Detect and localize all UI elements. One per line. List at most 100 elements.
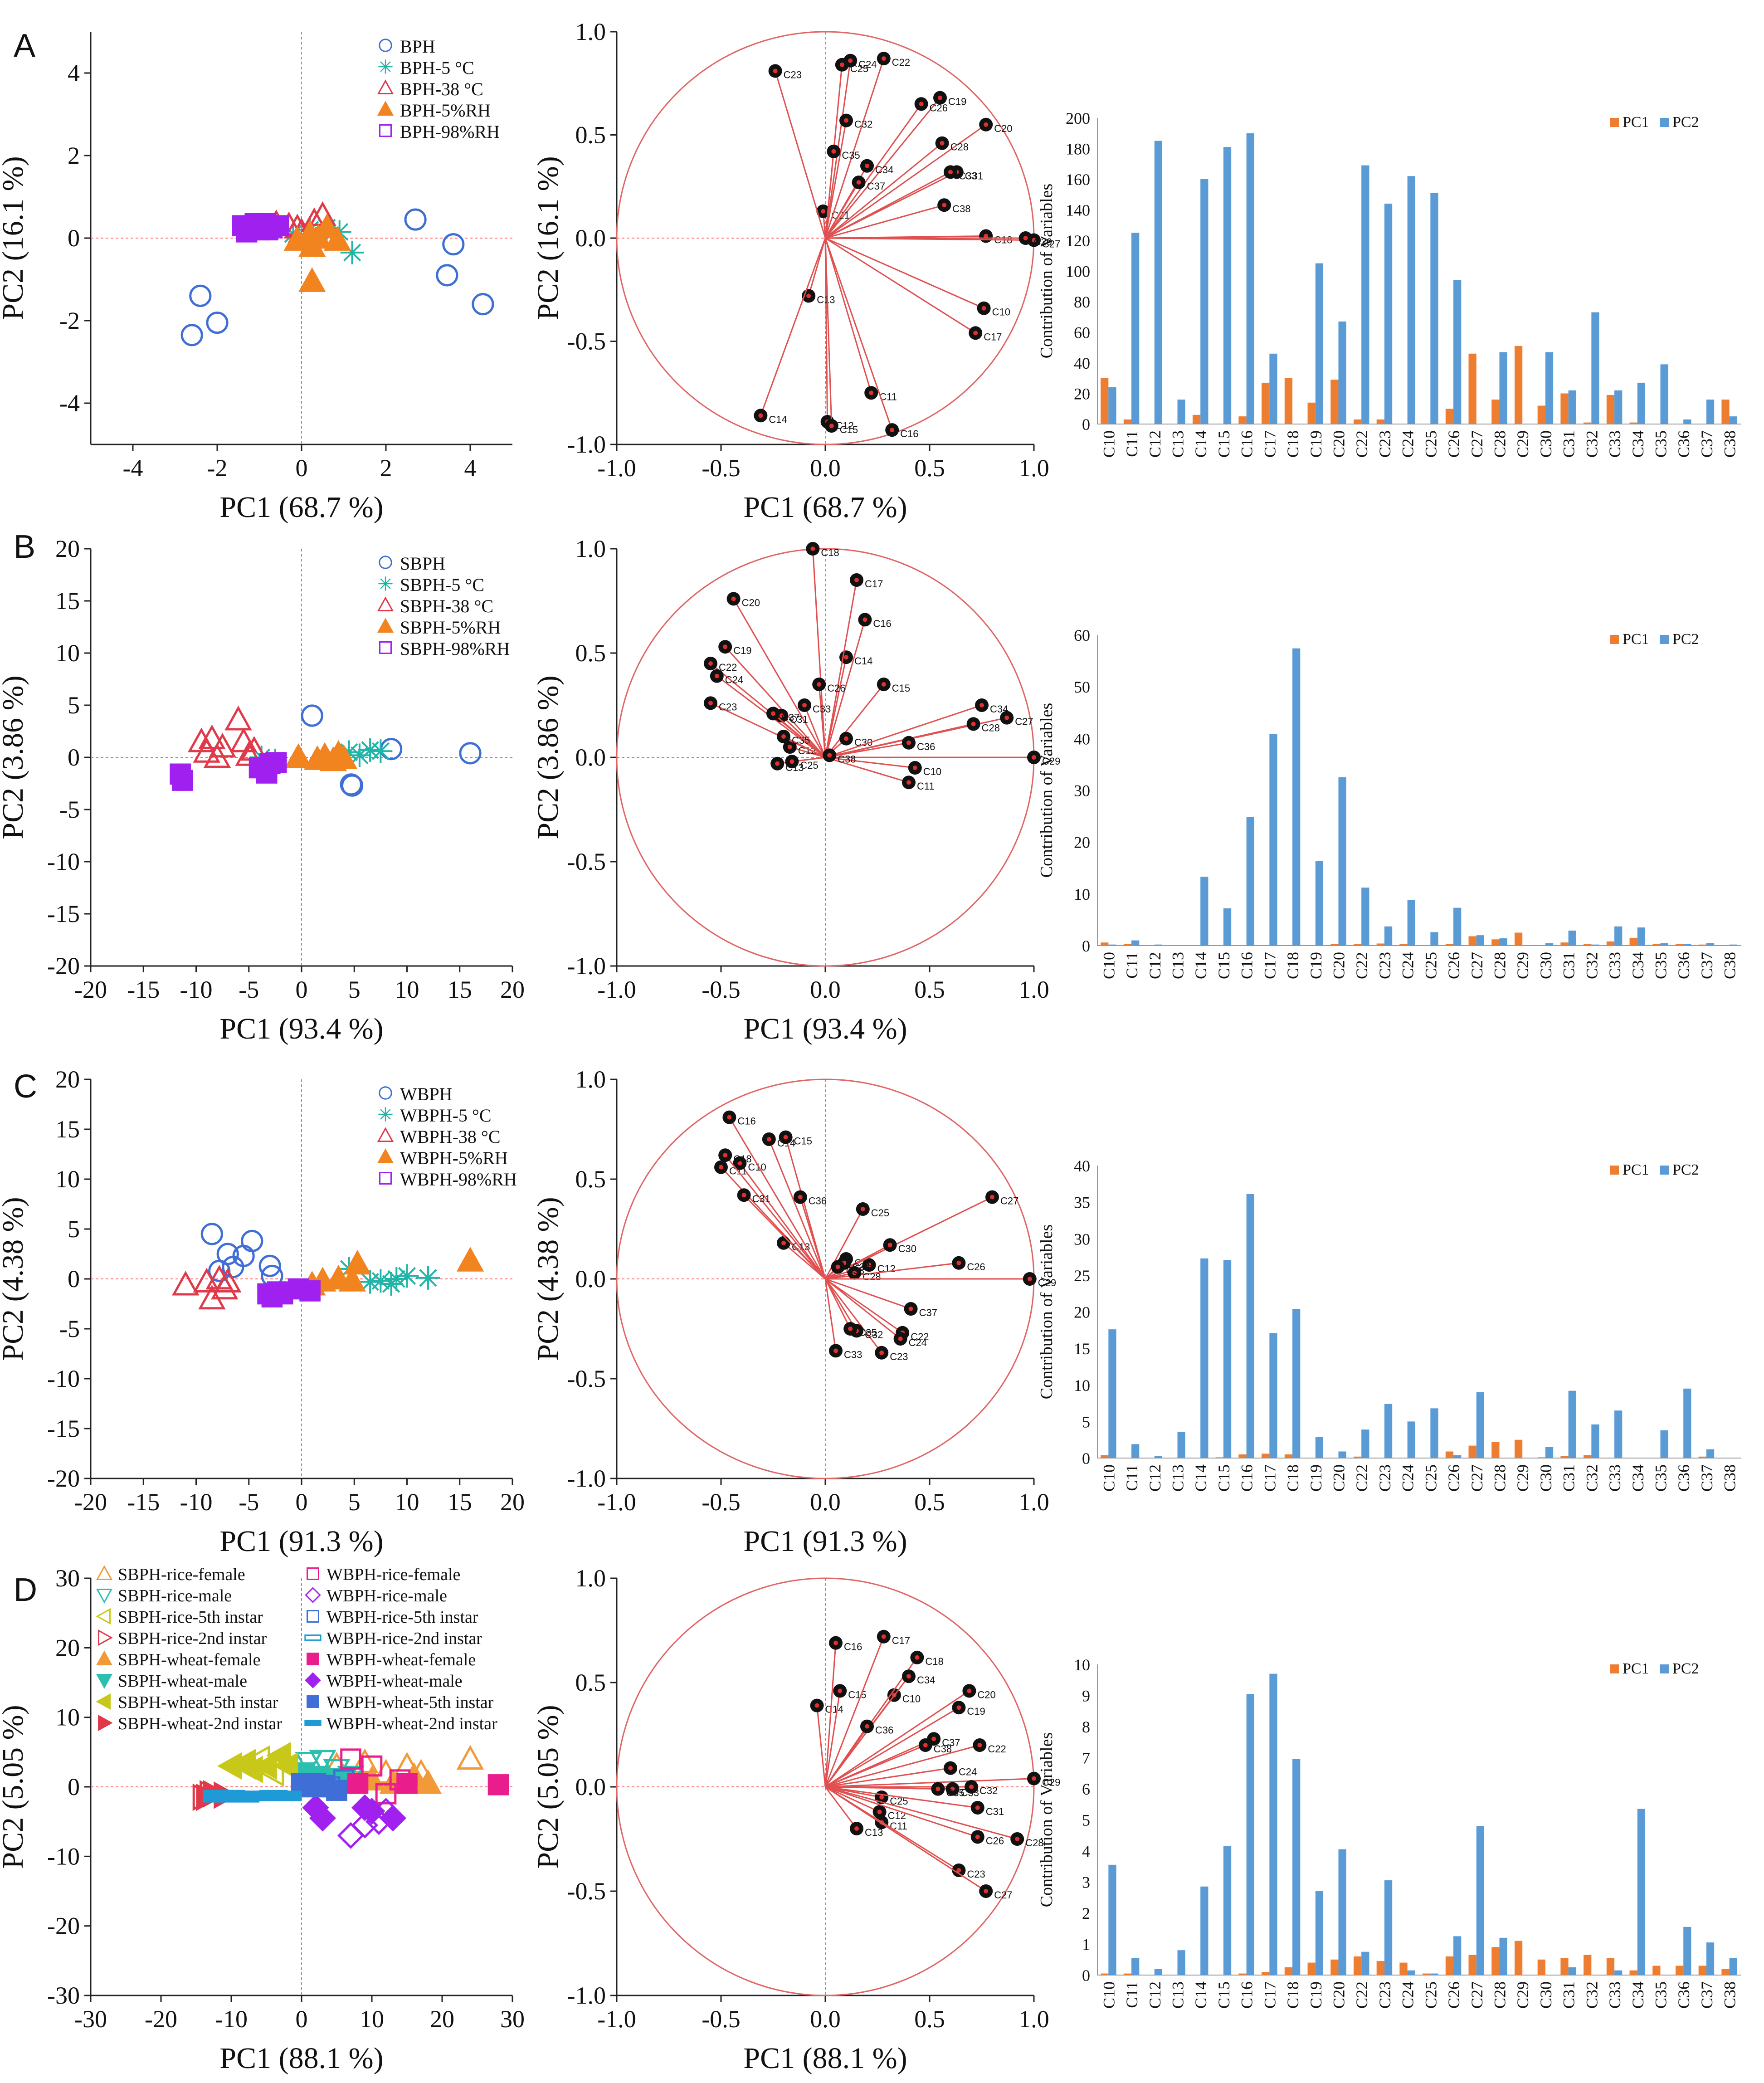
data-point <box>273 1790 302 1801</box>
bar-pc2 <box>1683 944 1691 946</box>
loading-point-center <box>802 703 807 707</box>
category-label: C33 <box>1606 1464 1624 1492</box>
category-label: C24 <box>1399 430 1417 458</box>
category-label: C19 <box>1307 952 1325 979</box>
bar-pc1 <box>1445 944 1454 946</box>
category-label: C37 <box>1698 430 1716 458</box>
category-label: C38 <box>1721 1981 1739 2009</box>
data-point <box>209 732 236 758</box>
y-tick-label: 0 <box>68 224 80 252</box>
loadings-chart-d-loadings: -1.0 -0.5 0.0 0.5 1.0 -1.0 -0.5 0.0 0.5 1.0 PC1 (8… <box>531 1565 1060 2075</box>
loading-point-center <box>977 1743 982 1747</box>
bar-pc1 <box>1468 1445 1476 1458</box>
bar-pc2 <box>1154 1969 1163 1975</box>
loading-label: C18 <box>821 547 839 558</box>
loading-point-center <box>984 1889 989 1893</box>
loading-point-center <box>971 722 976 727</box>
y-tick-label: -1.0 <box>567 1465 606 1492</box>
y-axis-title: PC2 (5.05 %) <box>531 1705 565 1868</box>
loading-point-center <box>906 780 911 785</box>
category-label: C27 <box>1468 1464 1486 1492</box>
bar-pc2 <box>1154 141 1163 424</box>
bar-pc2 <box>1706 1942 1715 1975</box>
bar-pc2 <box>1361 888 1369 946</box>
bar-pc1 <box>1445 409 1454 424</box>
data-point <box>309 1750 336 1775</box>
loading-label: C34 <box>990 703 1008 715</box>
legend-label: WBPH <box>400 1084 453 1104</box>
x-axis-title: PC1 (88.1 %) <box>743 2042 907 2075</box>
bar-pc1 <box>1330 944 1339 946</box>
bar-pc2 <box>1545 352 1554 424</box>
bar-pc1 <box>1560 393 1569 424</box>
loading-label: C27 <box>1015 716 1033 727</box>
loading-label: C15 <box>840 424 858 435</box>
loading-vector <box>812 548 826 758</box>
loading-point-center <box>719 1165 723 1170</box>
loading-vector <box>783 1242 826 1280</box>
loading-label: C20 <box>977 1689 995 1700</box>
legend-label: BPH-5%RH <box>400 100 491 121</box>
loading-point-center <box>787 745 792 749</box>
data-point <box>347 1773 369 1794</box>
category-label: C20 <box>1330 1981 1348 2009</box>
loading-label: C35 <box>842 150 860 161</box>
category-label: C22 <box>1353 1981 1371 2009</box>
y-tick-label: 7 <box>1082 1749 1090 1767</box>
y-tick-label: 1 <box>1082 1936 1090 1954</box>
x-tick-label: 0.0 <box>810 454 841 482</box>
bar-pc1 <box>1537 1457 1545 1458</box>
loading-vector <box>825 1278 911 1310</box>
x-tick-label: -0.5 <box>702 2005 740 2033</box>
loading-label: C27 <box>994 1889 1012 1901</box>
category-label: C25 <box>1422 1464 1440 1492</box>
loading-point-center <box>1032 1776 1036 1781</box>
bar-pc1 <box>1652 944 1661 946</box>
x-tick-label: -30 <box>74 2005 107 2033</box>
y-tick-label: 5 <box>1082 1811 1090 1829</box>
loading-vector <box>729 1117 826 1279</box>
loading-point-center <box>1032 238 1036 243</box>
y-tick-label: 120 <box>1066 232 1090 250</box>
loading-label: C16 <box>737 1116 755 1127</box>
loading-vector <box>824 1726 868 1787</box>
data-point <box>414 1769 442 1794</box>
bar-pc2 <box>1430 932 1438 946</box>
category-label: C31 <box>1560 952 1578 979</box>
loading-label: C33 <box>961 1787 979 1799</box>
loading-point-center <box>956 1260 961 1265</box>
x-tick-label: -1.0 <box>597 1488 636 1516</box>
loading-label: C18 <box>733 1153 751 1165</box>
category-label: C26 <box>1445 1464 1463 1492</box>
bar-pc2 <box>1476 1392 1485 1458</box>
bar-pc1 <box>1629 422 1637 424</box>
loading-label: C28 <box>1025 1837 1043 1849</box>
bar-pc1 <box>1238 416 1247 424</box>
loading-vector <box>824 238 833 426</box>
loading-point-center <box>783 1135 788 1140</box>
loading-label: C33 <box>813 703 831 715</box>
legend-marker <box>96 1674 113 1689</box>
category-label: C32 <box>1583 430 1601 458</box>
loading-point-center <box>844 118 848 123</box>
bar-pc1 <box>1491 400 1500 424</box>
bar-pc2 <box>1154 944 1163 946</box>
legend-marker <box>307 1653 319 1665</box>
legend-label: WBPH-98%RH <box>400 1169 517 1190</box>
loading-point-center <box>887 1243 892 1248</box>
loading-vector <box>739 1162 826 1279</box>
loading-point-center <box>833 1640 838 1645</box>
y-tick-label: 30 <box>55 1565 80 1592</box>
data-point <box>298 232 326 257</box>
y-tick-label: 0.0 <box>575 744 606 771</box>
legend-label-pc1: PC1 <box>1623 1660 1649 1677</box>
loading-vector <box>825 1744 926 1788</box>
y-tick-label: 30 <box>1074 782 1090 800</box>
loading-vector <box>825 142 943 239</box>
loading-vector <box>824 1643 837 1787</box>
loading-point-center <box>912 766 917 770</box>
category-label: C30 <box>1537 1981 1555 2009</box>
category-label: C35 <box>1652 430 1670 458</box>
legend-label: WBPH-rice-female <box>326 1565 460 1584</box>
